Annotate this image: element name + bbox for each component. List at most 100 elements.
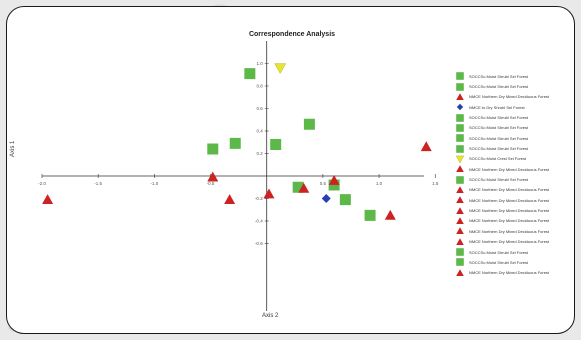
legend-marker: [454, 82, 466, 92]
legend-item: NMCE Northern Dry Mixed Deciduous Forest: [454, 216, 574, 226]
x-tick-label: 0.5: [320, 181, 327, 186]
legend-item: SOCCSo Moist Shrubl Sel Forest: [454, 247, 574, 257]
legend-symbol: [456, 134, 464, 143]
legend-marker: [454, 144, 466, 154]
legend-marker: [454, 92, 466, 102]
legend-label: NMCE Northern Dry Mixed Deciduous Forest: [469, 218, 550, 224]
legend-symbol: [455, 155, 465, 164]
chart-panel: -2.0 -1.5 -1.0 -0.5 0.5 1.0 1.5 1.0 0.8 0.6 0.4 0.2…: [6, 6, 575, 334]
y-tick-label: -0.4: [255, 219, 263, 224]
legend-marker: [454, 123, 466, 133]
legend-marker: [454, 268, 466, 278]
legend-label: SOCCSo Moist Shrubl Sel Forest: [469, 115, 529, 121]
legend-marker: [454, 113, 466, 123]
x-axis-label: Axis 2: [262, 313, 279, 319]
x-tick-label: 1.0: [376, 181, 383, 186]
data-point: [224, 194, 236, 205]
legend-label: NMCE Northern Dry Mixed Deciduous Forest: [469, 197, 550, 203]
data-point: [42, 194, 54, 205]
legend-label: NMCE Northern Dry Mixed Deciduous Forest: [469, 239, 550, 245]
data-point: [207, 143, 219, 155]
legend-label: NMCE Northern Dry Mixed Deciduous Forest: [469, 166, 550, 172]
legend-item: SOCCSo Moist Crest Sel Forest: [454, 154, 574, 164]
data-point: [298, 182, 310, 193]
legend-label: SOCCSo Moist Shrubl Sel Forest: [469, 177, 529, 183]
legend-label: NMCE Northern Dry Mixed Deciduous Forest: [469, 270, 550, 276]
legend-symbol: [456, 186, 464, 193]
legend-label: SOCCSo Moist Shrubl Sel Forest: [469, 135, 529, 141]
legend-symbol: [456, 165, 464, 173]
legend-symbol: [456, 124, 464, 132]
y-tick-label: 0.8: [256, 84, 263, 89]
legend-label: SOCCSo Moist Shrubl Sel Forest: [469, 73, 529, 79]
legend-item: NMCE Northern Dry Mixed Deciduous Forest: [454, 185, 574, 195]
legend-marker: [454, 226, 466, 236]
legend-item: SOCCSo Moist Shrubl Sel Forest: [454, 143, 574, 153]
legend-label: SOCCSo Moist Shrubl Sel Forest: [469, 249, 529, 255]
x-tick-label: -1.0: [150, 181, 158, 186]
legend-label: SOCCSo Moist Crest Sel Forest: [469, 156, 527, 162]
legend-symbol: [456, 217, 464, 225]
y-axis-label: Axis 1: [10, 140, 16, 157]
legend-item: NMCE Northern Dry Mixed Deciduous Forest: [454, 268, 574, 278]
legend-label: NMCE Northern Dry Mixed Deciduous Forest: [469, 94, 550, 100]
legend-symbol: [456, 144, 464, 153]
legend-item: NMCE to Dry Shrubl Sel Forest: [454, 102, 574, 112]
legend-marker: [454, 185, 466, 195]
legend-item: NMCE Northern Dry Mixed Deciduous Forest: [454, 92, 574, 102]
legend-label: NMCE to Dry Shrubl Sel Forest: [469, 104, 525, 110]
legend-symbol: [456, 104, 464, 111]
x-tick-label: 1.5: [432, 181, 439, 186]
legend-symbol: [456, 248, 464, 256]
legend-item: NMCE Northern Dry Mixed Deciduous Forest: [454, 226, 574, 236]
data-point: [420, 141, 432, 152]
y-tick-label: -0.6: [255, 241, 263, 246]
data-point: [292, 181, 304, 193]
legend-item: SOCCSo Moist Shrubl Sel Forest: [454, 81, 574, 91]
legend-item: SOCCSo Moist Shrubl Sel Forest: [454, 123, 574, 133]
data-point: [229, 137, 241, 149]
legend-symbol: [456, 82, 464, 91]
legend-item: SOCCSo Moist Shrubl Sel Forest: [454, 133, 574, 143]
data-point: [328, 175, 340, 185]
y-tick-label: 1.0: [256, 61, 263, 66]
data-point: [328, 179, 340, 191]
legend-label: SOCCSo Moist Shrubl Sel Forest: [469, 259, 529, 265]
legend-marker: [454, 195, 466, 205]
data-point: [364, 209, 376, 221]
legend-symbol: [456, 206, 464, 214]
legend-label: NMCE Northern Dry Mixed Deciduous Forest: [469, 187, 550, 193]
legend-symbol: [456, 113, 464, 122]
legend-marker: [454, 257, 466, 267]
legend-item: NMCE Northern Dry Mixed Deciduous Forest: [454, 237, 574, 247]
legend-label: NMCE Northern Dry Mixed Deciduous Forest: [469, 208, 550, 214]
legend-item: SOCCSo Moist Shrubl Sel Forest: [454, 71, 574, 81]
legend-marker: [454, 133, 466, 143]
data-point: [263, 188, 275, 199]
legend-symbol: [456, 72, 464, 80]
legend-item: SOCCSo Moist Shrubl Sel Forest: [454, 257, 574, 267]
legend-marker: [454, 154, 466, 164]
data-point: [207, 171, 219, 182]
chart-title: Correspondence Analysis: [248, 31, 336, 38]
x-tick-label: -1.5: [94, 181, 102, 186]
legend-marker: [454, 206, 466, 216]
data-point: [244, 68, 256, 80]
legend-marker: [454, 175, 466, 185]
legend-symbol: [456, 237, 464, 245]
y-tick-label: -0.2: [255, 196, 263, 201]
legend-symbol: [456, 196, 464, 204]
legend-marker: [454, 164, 466, 174]
scatter-plot: -2.0 -1.5 -1.0 -0.5 0.5 1.0 1.5 1.0 0.8 0.6 0.4 0.2…: [38, 41, 439, 311]
legend: SOCCSo Moist Shrubl Sel Forest SOCCSo Moi…: [454, 71, 574, 278]
legend-symbol: [456, 175, 464, 184]
legend-label: NMCE Northern Dry Mixed Deciduous Forest: [469, 228, 550, 234]
legend-marker: [454, 247, 466, 257]
data-point: [384, 209, 396, 220]
legend-item: NMCE Northern Dry Mixed Deciduous Forest: [454, 195, 574, 205]
legend-item: NMCE Northern Dry Mixed Deciduous Forest: [454, 164, 574, 174]
x-tick-label: -2.0: [38, 181, 46, 186]
y-tick-label: 0.2: [256, 151, 263, 156]
data-point: [339, 194, 351, 206]
data-point: [274, 63, 287, 75]
